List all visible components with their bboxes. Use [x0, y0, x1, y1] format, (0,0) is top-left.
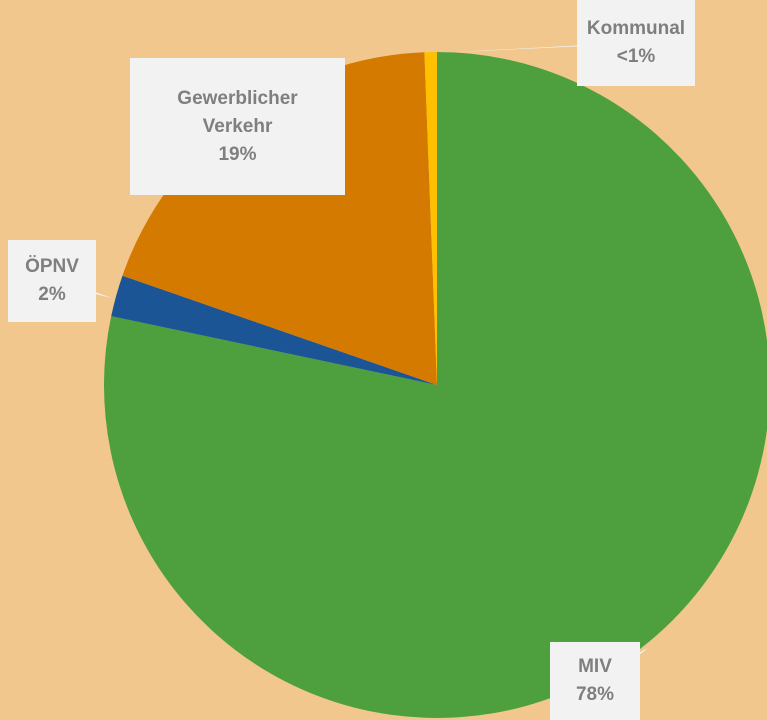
data-label: MIV 78% [550, 642, 640, 720]
category-label: Kommunal [586, 18, 686, 39]
data-label: ÖPNV 2% [8, 240, 96, 322]
data-label: Gewerblicher Verkehr 19% [130, 58, 345, 195]
data-label: Kommunal <1% [577, 0, 695, 86]
category-label: Gewerblicher Verkehr [177, 87, 298, 137]
value-label: 2% [38, 284, 66, 305]
category-label: ÖPNV [25, 256, 79, 277]
value-label: 19% [218, 143, 257, 165]
value-label: <1% [616, 46, 656, 67]
pie-slice [104, 52, 767, 718]
pie-slice [122, 52, 438, 385]
pie-slice [424, 52, 437, 385]
category-label: MIV [578, 656, 612, 677]
value-label: 78% [575, 684, 615, 705]
pie-slice [111, 275, 437, 385]
